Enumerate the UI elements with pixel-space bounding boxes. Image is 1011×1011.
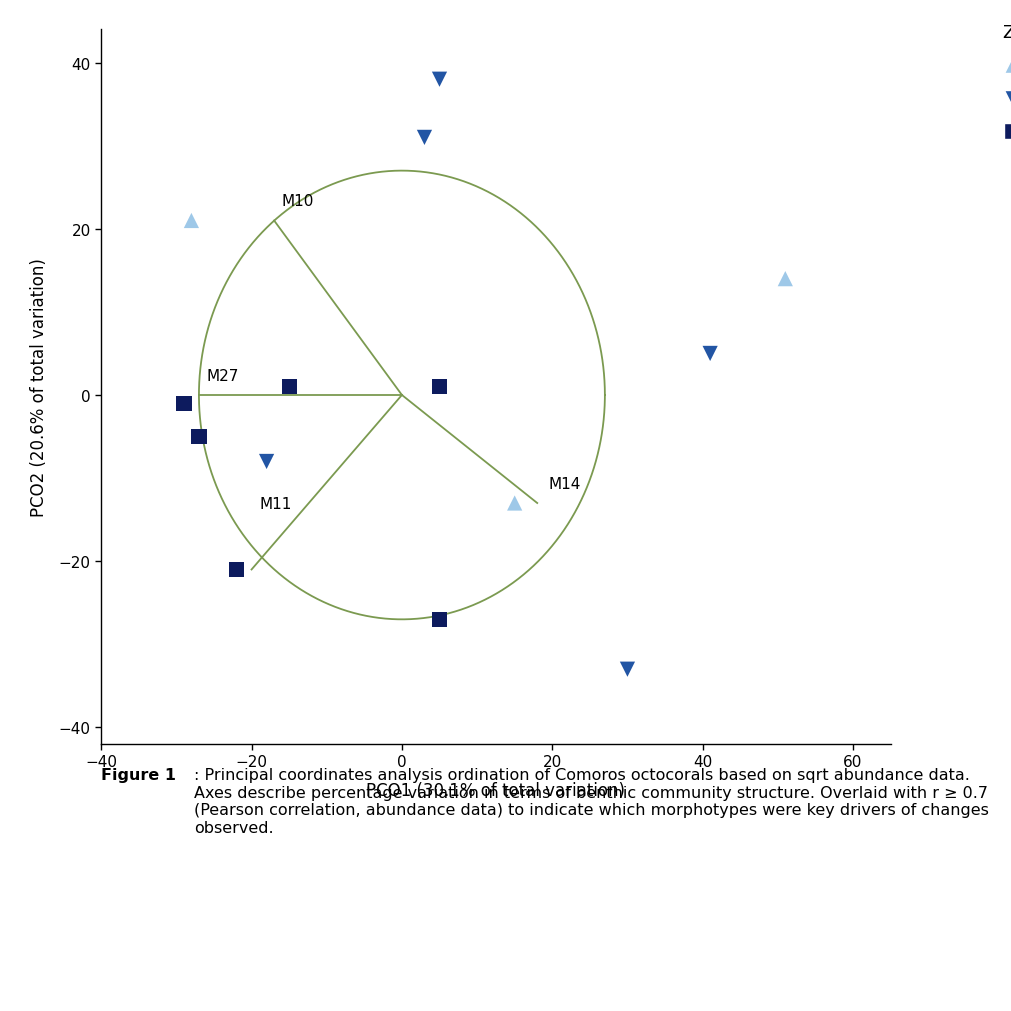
Point: [228, 562, 245, 578]
Text: M11: M11: [259, 496, 291, 512]
Text: Figure 1: Figure 1: [101, 767, 176, 783]
X-axis label: PCO1 (30.1% of total variation): PCO1 (30.1% of total variation): [366, 780, 625, 799]
Text: : Principal coordinates analysis ordination of Comoros octocorals based on sqrt : : Principal coordinates analysis ordinat…: [194, 767, 988, 835]
Text: M27: M27: [206, 368, 239, 383]
Point: [431, 379, 447, 395]
Point: [281, 379, 297, 395]
Point: [619, 661, 635, 677]
Point: [702, 346, 718, 362]
Point: [431, 72, 447, 88]
Point: [183, 213, 199, 229]
Point: [258, 454, 274, 470]
Point: [507, 495, 523, 512]
Point: [416, 130, 432, 147]
Point: [191, 429, 207, 445]
Point: [431, 612, 447, 628]
Text: M14: M14: [548, 476, 580, 491]
Point: [176, 396, 192, 412]
Text: M10: M10: [281, 194, 313, 209]
Y-axis label: PCO2 (20.6% of total variation): PCO2 (20.6% of total variation): [29, 258, 48, 517]
Legend: U, M, L: U, M, L: [994, 24, 1011, 142]
Point: [776, 271, 793, 287]
